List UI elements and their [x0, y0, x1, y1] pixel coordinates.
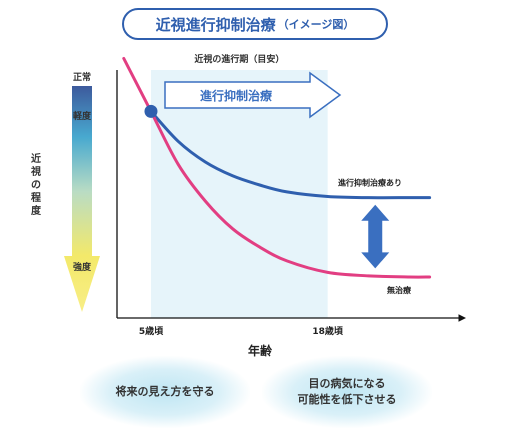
benefit-text: 目の病気になる 可能性を低下させる: [297, 377, 397, 406]
title-sub: （イメージ図）: [277, 18, 355, 31]
chart-title-pill: 近視進行抑制治療 （イメージ図）: [122, 8, 388, 40]
x-axis-label: 年齢: [248, 343, 273, 358]
start-point-marker: [144, 104, 158, 118]
untreated-series-line: [122, 57, 432, 279]
benefit-reduce-disease-risk: 目の病気になる 可能性を低下させる: [262, 356, 432, 428]
title-main: 近視進行抑制治療: [155, 15, 276, 34]
y-axis-label: 近視の程度: [30, 152, 42, 217]
severity-arrow-head: [64, 256, 100, 312]
treatment-arrow: [164, 71, 342, 119]
series-label: 進行抑制治療あり: [338, 178, 402, 188]
severity-bottom-label: 強度: [73, 261, 92, 273]
x-tick-label: 5歳頃: [139, 325, 164, 337]
benefit-text: 将来の見え方を守る: [115, 385, 215, 398]
series-label: 無治療: [387, 285, 412, 295]
treatment-arrow-label: 進行抑制治療: [200, 88, 272, 103]
difference-double-arrow: [361, 204, 390, 269]
benefit-protect-vision: 将来の見え方を守る: [80, 356, 250, 428]
severity-bar: [72, 86, 92, 256]
treated-series-line: [149, 109, 432, 200]
progression-period-label: 近視の進行期（目安）: [194, 53, 284, 65]
x-tick-label: 18歳頃: [312, 325, 344, 337]
severity-top-label: 正常: [73, 71, 91, 83]
severity-mid-label: 軽度: [73, 110, 92, 122]
